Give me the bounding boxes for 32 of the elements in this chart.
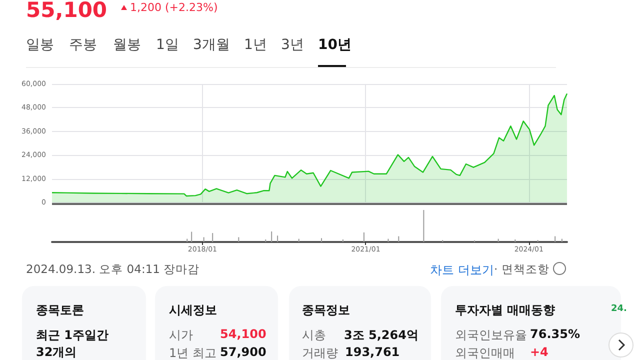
text: · 면책조항 bbox=[494, 262, 550, 277]
text: 1년 최고 bbox=[169, 345, 216, 360]
text: 외국인보유율 bbox=[455, 327, 527, 344]
text: 투자자별 매매동향 bbox=[455, 302, 556, 319]
text: 주봉 bbox=[69, 36, 97, 54]
text: 54,100 bbox=[220, 327, 266, 341]
text: 1년 bbox=[244, 36, 267, 54]
text: 193,761 bbox=[345, 345, 400, 359]
text: 57,900 bbox=[220, 345, 266, 359]
text: 3조 5,264억 bbox=[344, 327, 418, 344]
text: 종목정보 bbox=[302, 302, 350, 319]
text: 차트 더보기 bbox=[430, 262, 494, 279]
text: 3년 bbox=[281, 36, 304, 54]
text: 24. bbox=[611, 304, 627, 314]
text: 일봉 bbox=[26, 36, 54, 54]
text: +4 bbox=[530, 345, 548, 359]
text: 32개의 bbox=[36, 344, 77, 360]
text: 시세정보 bbox=[169, 302, 217, 319]
text: 시가 bbox=[169, 327, 193, 344]
text: 2024.09.13. 오후 04:11 장마감 bbox=[26, 262, 200, 277]
text: 외국인매매 bbox=[455, 345, 515, 360]
text: 종목토론 bbox=[36, 302, 84, 319]
text: 10년 bbox=[318, 36, 352, 54]
text: 3개월 bbox=[193, 36, 230, 54]
text: 최근 1주일간 bbox=[36, 327, 109, 344]
chart-title: 55,100 bbox=[26, 0, 108, 22]
chart-subtitle: 1,200 (+2.23%) bbox=[130, 1, 218, 14]
text: 월봉 bbox=[113, 36, 141, 54]
text: 76.35% bbox=[530, 327, 580, 341]
text: 거래량 bbox=[302, 345, 338, 360]
text: 시총 bbox=[302, 327, 326, 344]
text: 1일 bbox=[156, 36, 179, 54]
